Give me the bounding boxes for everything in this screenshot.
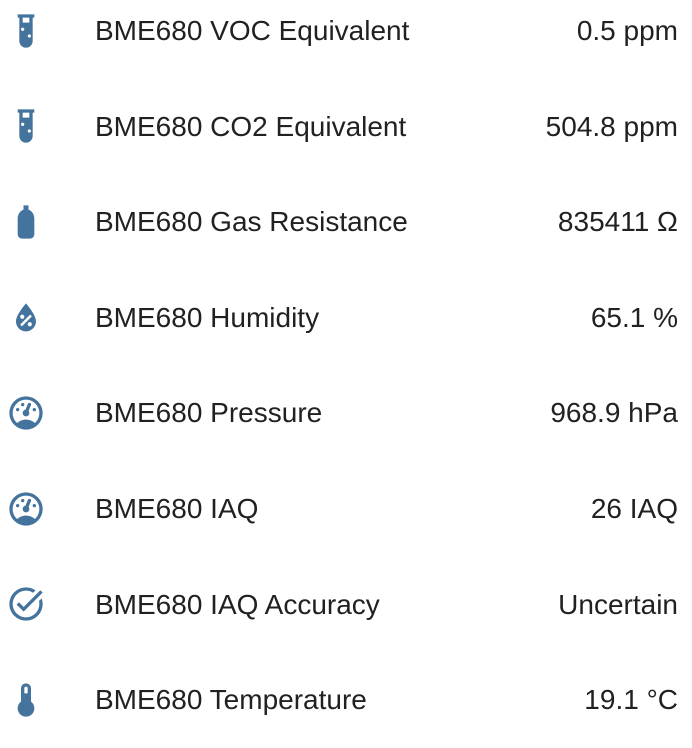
entity-row[interactable]: BME680 Pressure 968.9 hPa [0,365,692,461]
entity-state: 835411 Ω [557,206,678,238]
entity-state: 26 IAQ [590,492,678,524]
entity-row[interactable]: BME680 Humidity 65.1 % [0,269,692,366]
gas-cylinder-icon [6,202,46,242]
entity-name: BME680 Temperature [95,684,367,716]
entity-name: BME680 IAQ [95,492,259,524]
entity-state: 19.1 °C [584,684,678,716]
thermometer-icon [6,680,46,720]
entity-name: BME680 Humidity [95,301,320,333]
entity-name: BME680 VOC Equivalent [95,15,410,46]
water-percent-icon [6,298,46,338]
test-tube-icon [6,106,46,146]
entity-name: BME680 IAQ Accuracy [95,588,380,620]
gauge-icon [6,393,46,433]
entity-name: BME680 Gas Resistance [95,206,408,238]
entity-name: BME680 CO2 Equivalent [95,110,407,142]
entity-state: 65.1 % [590,301,678,333]
test-tube-icon [6,11,46,51]
entity-state: Uncertain [558,588,678,620]
entity-state: 0.5 ppm [576,15,678,46]
entity-row[interactable]: BME680 IAQ 26 IAQ [0,460,692,557]
entity-row[interactable]: BME680 Gas Resistance 835411 Ω [0,174,692,270]
gauge-icon [6,489,46,529]
entity-row[interactable]: BME680 IAQ Accuracy Uncertain [0,556,692,653]
entity-state: 968.9 hPa [550,397,678,429]
check-circle-icon [6,584,46,624]
entity-name: BME680 Pressure [95,397,323,429]
entity-row[interactable]: BME680 VOC Equivalent 0.5 ppm [0,0,692,79]
entity-row[interactable]: BME680 CO2 Equivalent 504.8 ppm [0,78,692,175]
entity-state: 504.8 ppm [545,110,678,142]
entity-row[interactable]: BME680 Temperature 19.1 °C [0,652,692,748]
